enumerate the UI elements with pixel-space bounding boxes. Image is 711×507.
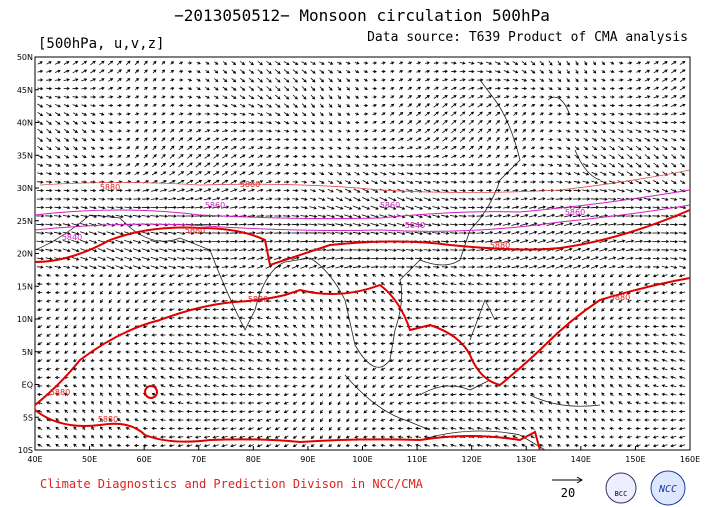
- map-frame: [34, 56, 691, 451]
- lat-label: 30N: [17, 184, 33, 193]
- lat-label: 20N: [17, 250, 33, 259]
- contour-5880: [34, 209, 691, 451]
- map: 5880 5880 5880 5880 5880 5880 5880 5880 5860 5860…: [17, 53, 700, 464]
- contour-5880-closed: [144, 385, 158, 399]
- reference-arrow: 20: [552, 476, 583, 500]
- contour-5800: [39, 169, 691, 193]
- lat-label: EQ: [22, 381, 33, 390]
- credit: Climate Diagnostics and Prediction Divis…: [40, 477, 424, 491]
- islands: [344, 299, 601, 451]
- logo-ncc: NCC: [650, 470, 686, 506]
- lat-label: 15N: [17, 282, 33, 291]
- lon-label: 130E: [516, 455, 536, 464]
- contour-label: 5880: [610, 293, 630, 302]
- lon-label: 150E: [625, 455, 645, 464]
- logo-bcc: BCC: [605, 472, 637, 504]
- lat-label: 10N: [17, 315, 33, 324]
- lon-label: 60E: [137, 455, 152, 464]
- lat-label: 45N: [17, 86, 33, 95]
- contour-5880-north: [34, 209, 691, 267]
- contour-label: 5840: [405, 221, 425, 230]
- contour-label: 5840: [62, 233, 82, 242]
- contour-label: 5880: [98, 415, 118, 424]
- lat-label: 10S: [18, 446, 33, 455]
- contour-5840: [34, 204, 691, 232]
- contour-label: 5880: [50, 388, 70, 397]
- contour-label: 5880: [490, 241, 510, 250]
- lat-label: 5S: [23, 413, 33, 422]
- lon-label: 80E: [246, 455, 261, 464]
- contour-label: 5880: [100, 183, 120, 192]
- lon-label: 140E: [571, 455, 591, 464]
- height-contours: [34, 169, 691, 232]
- contour-5880-southern: [34, 409, 541, 451]
- wind-vectors: [36, 60, 687, 448]
- source: Data source: T639 Product of CMA analysi…: [367, 30, 688, 45]
- logo-text: BCC: [615, 490, 628, 498]
- japan: [547, 96, 601, 181]
- contour-label: 5860: [565, 208, 585, 217]
- lon-label: 40E: [27, 455, 42, 464]
- logo-circle: [605, 472, 637, 504]
- lon-label: 50E: [82, 455, 97, 464]
- contour-5880-south: [34, 277, 691, 406]
- lon-label: 160E: [680, 455, 700, 464]
- lat-label: 40N: [17, 119, 33, 128]
- lat-label: 25N: [17, 217, 33, 226]
- reference-vector: [552, 476, 583, 484]
- contour-label: 5880: [240, 180, 260, 189]
- lat-label: 5N: [22, 348, 33, 357]
- subtitle: [500hPa, u,v,z]: [38, 36, 164, 52]
- lat-label: 50N: [17, 53, 33, 62]
- title: −2013050512− Monsoon circulation 500hPa: [174, 6, 550, 25]
- lon-label: 110E: [407, 455, 427, 464]
- reference-speed: 20: [561, 486, 575, 500]
- lat-label: 35N: [17, 151, 33, 160]
- lon-label: 100E: [352, 455, 372, 464]
- contour-label: 5880: [248, 295, 268, 304]
- contour-label: 5860: [205, 201, 225, 210]
- lon-label: 90E: [300, 455, 315, 464]
- logo-circle: [650, 470, 686, 506]
- lon-label: 70E: [191, 455, 206, 464]
- contour-5860: [34, 189, 691, 220]
- contour-label: 5880: [185, 226, 205, 235]
- lon-label: 120E: [462, 455, 482, 464]
- contour-label: 5860: [380, 201, 400, 210]
- logo-text: NCC: [658, 484, 677, 495]
